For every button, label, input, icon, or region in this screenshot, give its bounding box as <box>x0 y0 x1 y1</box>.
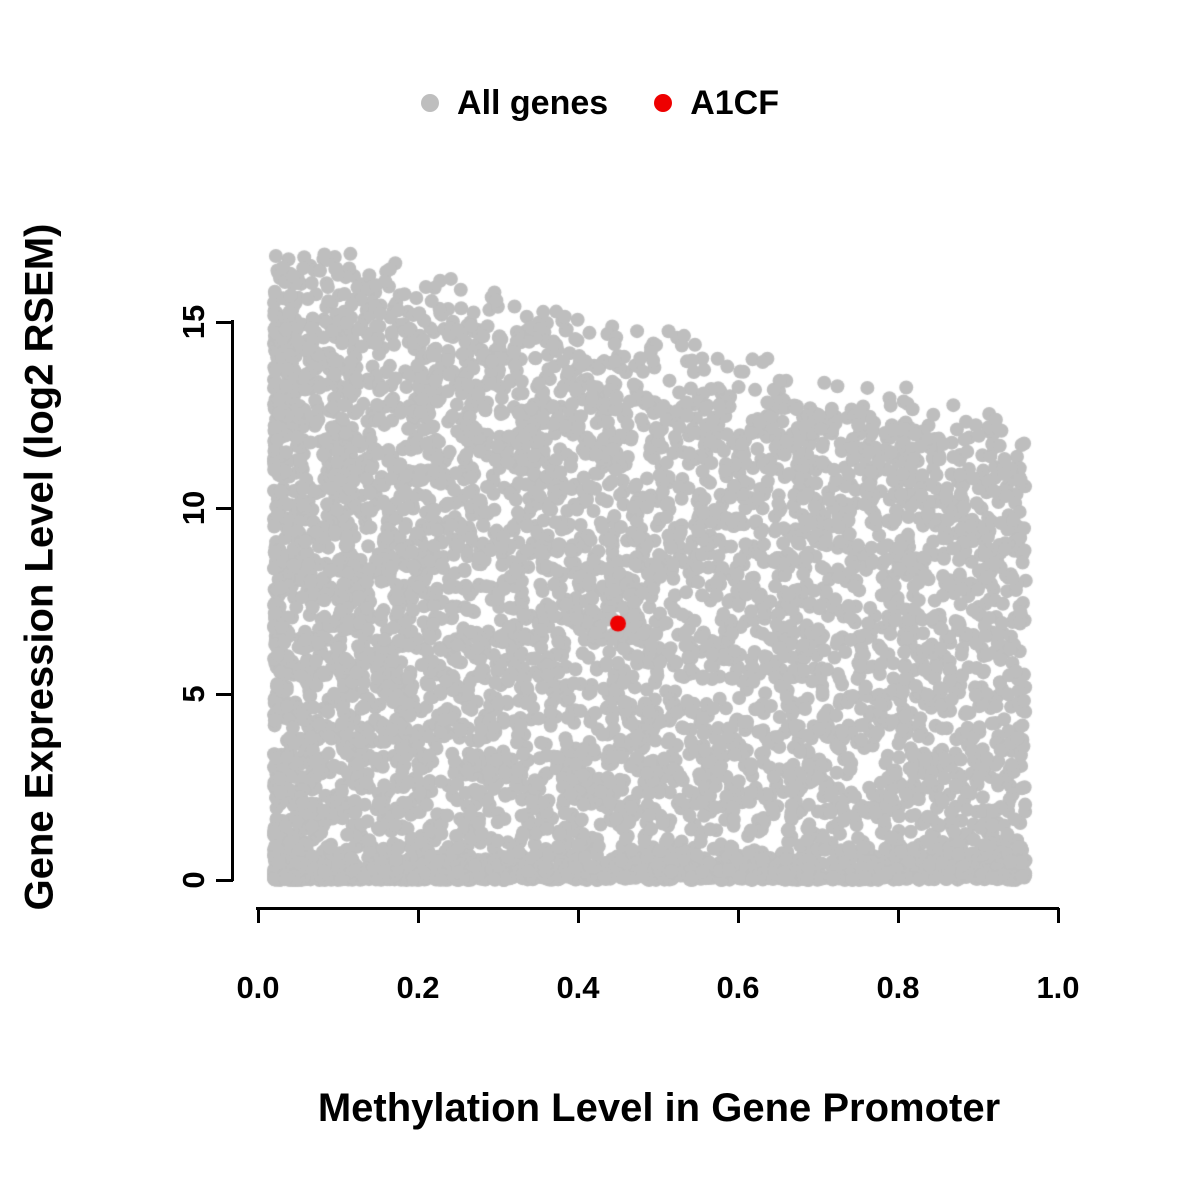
y-tick-mark <box>216 321 233 324</box>
y-tick-mark <box>216 693 233 696</box>
x-tick-mark <box>577 908 580 923</box>
all-genes-marker-icon <box>421 94 440 112</box>
x-tick-label: 1.0 <box>1036 970 1080 1005</box>
x-axis-line <box>256 907 1059 910</box>
x-tick-label: 0.4 <box>556 970 600 1005</box>
x-axis-label-text: Methylation Level in Gene Promoter <box>317 1086 1001 1130</box>
x-tick-label: 0.0 <box>236 970 280 1005</box>
y-tick-mark <box>216 879 233 882</box>
y-tick-label: 5 <box>176 685 211 703</box>
legend-label-all-genes: All genes <box>457 84 609 122</box>
y-tick-label: 10 <box>176 490 211 526</box>
y-axis-label: Gene Expression Level (log2 RSEM) <box>17 223 62 911</box>
y-tick-label: 15 <box>176 304 211 340</box>
y-tick-mark <box>216 507 233 510</box>
x-tick-mark <box>897 908 900 923</box>
a1cf-marker-icon <box>654 94 673 112</box>
legend-item-a1cf: A1CF <box>654 86 779 120</box>
legend-label-a1cf: A1CF <box>690 84 779 122</box>
y-axis-line <box>231 320 234 881</box>
x-tick-label: 0.8 <box>876 970 920 1005</box>
x-tick-mark <box>257 908 260 923</box>
legend-item-all-genes: All genes <box>421 86 608 120</box>
y-tick-label: 0 <box>176 871 211 889</box>
x-tick-mark <box>1057 908 1060 923</box>
x-tick-label: 0.6 <box>716 970 760 1005</box>
x-tick-label: 0.2 <box>396 970 440 1005</box>
x-axis-label: Methylation Level in Gene Promoter <box>0 1086 1200 1131</box>
x-tick-mark <box>737 908 740 923</box>
legend: All genes A1CF <box>0 86 1200 120</box>
x-tick-mark <box>417 908 420 923</box>
